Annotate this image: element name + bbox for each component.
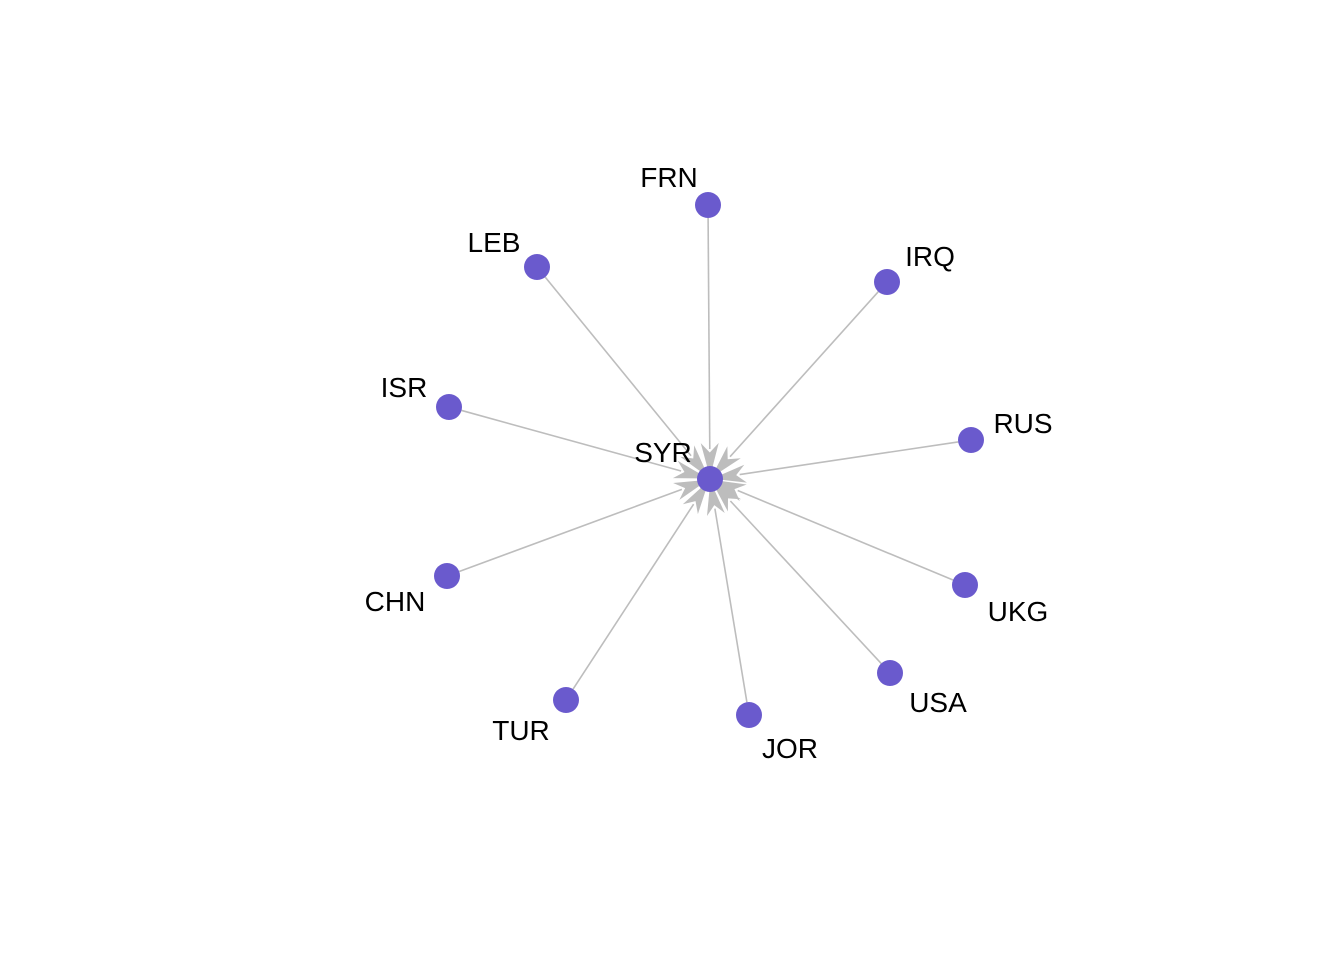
- node-chn: [434, 563, 460, 589]
- node-label-irq: IRQ: [905, 241, 955, 272]
- node-label-isr: ISR: [381, 372, 428, 403]
- node-leb: [524, 254, 550, 280]
- node-label-tur: TUR: [492, 715, 550, 746]
- node-frn: [695, 192, 721, 218]
- labels: SYR FRN IRQ RUS UKG USA JOR TUR CHN ISR LEB: [365, 162, 1053, 764]
- node-jor: [736, 702, 762, 728]
- node-label-usa: USA: [909, 687, 967, 718]
- node-label-ukg: UKG: [988, 596, 1049, 627]
- node-label-chn: CHN: [365, 586, 426, 617]
- edge-ukg-syr: [737, 489, 954, 581]
- edge-frn-syr: [707, 217, 711, 450]
- nodes: [434, 192, 984, 728]
- node-label-syr: SYR: [634, 437, 692, 468]
- node-rus: [958, 427, 984, 453]
- edge-jor-syr: [714, 508, 748, 703]
- node-label-rus: RUS: [993, 408, 1052, 439]
- edge-isr-syr: [461, 409, 682, 472]
- edge-usa-syr: [729, 500, 882, 665]
- node-label-jor: JOR: [762, 733, 818, 764]
- node-ukg: [952, 572, 978, 598]
- node-label-frn: FRN: [640, 162, 698, 193]
- node-syr: [697, 466, 723, 492]
- edge-chn-syr: [458, 488, 683, 573]
- node-label-leb: LEB: [468, 227, 521, 258]
- edge-rus-syr: [739, 441, 959, 476]
- edge-leb-syr: [544, 276, 692, 457]
- arrowhead-frn-syr: [700, 442, 719, 478]
- node-isr: [436, 394, 462, 420]
- edge-irq-syr: [729, 291, 879, 458]
- node-usa: [877, 660, 903, 686]
- edge-tur-syr: [572, 503, 695, 690]
- node-tur: [553, 687, 579, 713]
- node-irq: [874, 269, 900, 295]
